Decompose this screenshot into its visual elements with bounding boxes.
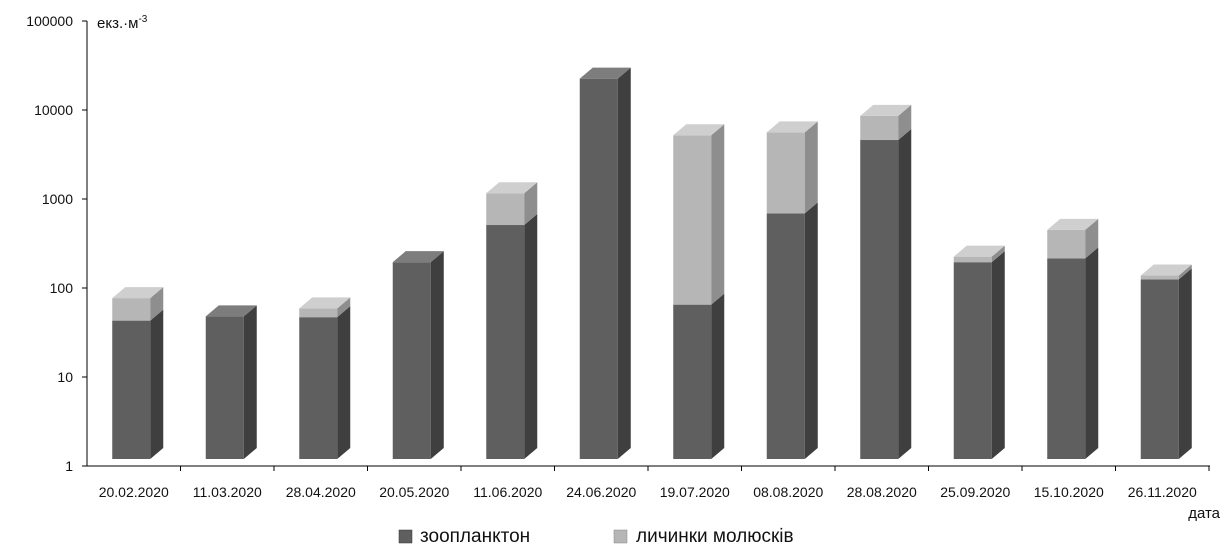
legend-swatch-mollusc-larvae (613, 529, 628, 544)
bar-front-0 (860, 140, 899, 459)
bar-side-1 (711, 124, 725, 305)
x-tick-label: 28.08.2020 (847, 484, 917, 500)
x-tick-label: 28.04.2020 (286, 484, 356, 500)
bar-front-1 (1047, 229, 1086, 259)
bar-side-1 (337, 297, 351, 318)
bar-front-1 (1140, 275, 1179, 280)
bar-side-0 (711, 293, 725, 459)
x-tick-label: 19.07.2020 (660, 484, 730, 500)
bar-front-0 (953, 262, 992, 459)
x-tick-label: 24.06.2020 (566, 484, 636, 500)
bar-side-1 (804, 121, 818, 214)
bar-front-0 (392, 262, 431, 459)
bar-top (1140, 264, 1192, 276)
bar-front-0 (766, 213, 805, 459)
bar-front-1 (860, 115, 899, 141)
bar-front-0 (299, 317, 338, 459)
y-tick-label: 10000 (34, 102, 73, 118)
bar-side-0 (430, 251, 444, 459)
bar-top (953, 245, 1005, 257)
bar-front-0 (1047, 258, 1086, 459)
bar-front-0 (673, 304, 712, 459)
bar-front-1 (673, 135, 712, 305)
bar-front-1 (486, 193, 525, 226)
y-tick-label: 1 (65, 458, 73, 474)
bar-side-0 (243, 305, 257, 459)
y-tick-label: 100 (50, 280, 74, 296)
x-tick-label: 11.03.2020 (193, 484, 262, 500)
bar-side-0 (991, 251, 1005, 459)
bar-side-1 (1178, 264, 1192, 280)
y-tick-label: 1000 (42, 191, 73, 207)
bar-side-0 (150, 309, 164, 459)
bar-side-1 (991, 245, 1005, 263)
bar-front-0 (579, 78, 618, 459)
legend-swatch-zooplankton (398, 529, 413, 544)
bar-front-0 (486, 225, 525, 459)
legend: зоопланктон личинки молюсків (398, 526, 794, 546)
bar-front-0 (205, 316, 244, 459)
bar-side-1 (898, 104, 912, 141)
bar-top (860, 104, 912, 116)
bar-top (205, 305, 257, 317)
bar-top (112, 287, 164, 299)
x-tick-label: 20.05.2020 (379, 484, 449, 500)
bar-top (579, 67, 631, 79)
x-tick-label: 15.10.2020 (1034, 484, 1104, 500)
bar-side-0 (524, 214, 538, 459)
bar-front-0 (1140, 279, 1179, 459)
bar-side-0 (1178, 268, 1192, 459)
x-tick-label: 08.08.2020 (753, 484, 823, 500)
bar-top (673, 124, 725, 136)
bar-side-0 (337, 306, 351, 459)
bars-layer (112, 67, 1192, 459)
bar-front-1 (953, 256, 992, 263)
bar-front-1 (766, 132, 805, 214)
y-ticks-layer: 1 10 100 1000 10000 100000 (26, 13, 87, 474)
bar-top (766, 121, 818, 133)
y-axis-title: екз.·м-3 (97, 14, 148, 32)
x-tick-label: 26.11.2020 (1128, 484, 1197, 500)
bar-front-1 (299, 308, 338, 318)
x-axis-title: дата (1188, 505, 1220, 522)
bar-side-0 (1085, 247, 1099, 459)
bar-top (392, 251, 444, 263)
bar-side-1 (524, 182, 538, 226)
bar-front-0 (112, 320, 151, 459)
x-tick-label: 20.02.2020 (99, 484, 169, 500)
bar-side-0 (617, 67, 631, 459)
bar-side-0 (898, 129, 912, 459)
bar-side-0 (804, 202, 818, 459)
bar-top (299, 297, 351, 309)
bar-front-1 (112, 298, 151, 321)
legend-label-zooplankton: зоопланктон (420, 526, 530, 546)
x-tick-label: 25.09.2020 (940, 484, 1010, 500)
legend-label-mollusc-larvae: личинки молюсків (636, 526, 794, 546)
x-labels-layer: 20.02.2020 11.03.2020 28.04.2020 20.05.2020… (99, 466, 1210, 500)
bar-top (486, 182, 538, 194)
bar-side-1 (150, 287, 164, 321)
y-tick-label: 100000 (26, 13, 73, 29)
bar-top (1047, 218, 1099, 230)
y-tick-label: 10 (57, 369, 73, 385)
bar-side-1 (1085, 218, 1099, 259)
x-tick-label: 11.06.2020 (473, 484, 542, 500)
